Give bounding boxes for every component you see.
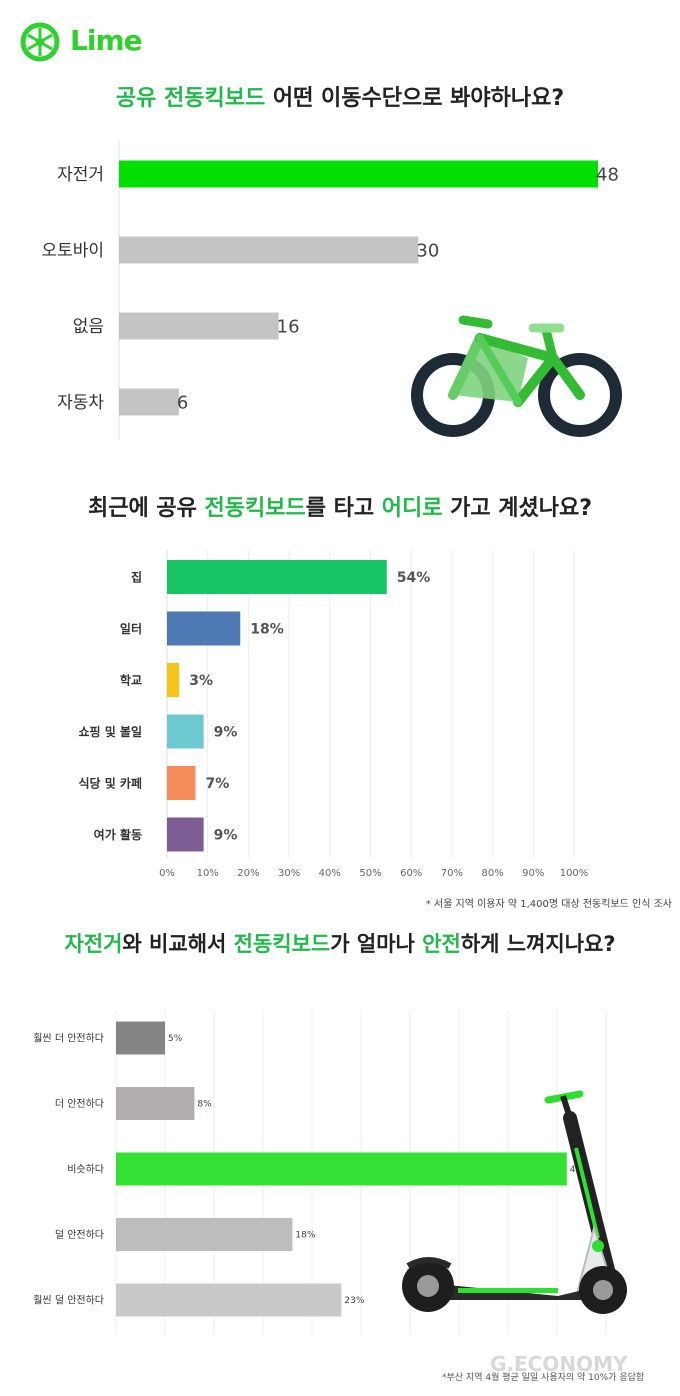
lime-logo [20, 22, 60, 62]
title-part: 어디로 [381, 496, 443, 521]
title-part: 안전 [422, 932, 461, 956]
data-label: 3% [189, 673, 213, 689]
bar [119, 312, 279, 340]
section-3-title: 자전거와 비교해서 전동킥보드가 얼마나 안전하게 느껴지나요? [0, 928, 680, 958]
bar [167, 714, 204, 749]
x-tick-label: 90% [522, 868, 544, 879]
bicycle-icon [411, 315, 622, 437]
bar [119, 236, 419, 264]
category-label: 자전거 [57, 165, 104, 185]
bar [167, 663, 180, 697]
bar [116, 1218, 293, 1251]
data-label: 18% [295, 1231, 315, 1241]
title-part: 전동킥보드 [204, 496, 306, 521]
data-label: 48 [596, 164, 619, 185]
category-label: 없음 [73, 317, 104, 337]
data-label: 30 [416, 240, 439, 261]
category-label: 일터 [120, 621, 142, 636]
title-part: 가고 계셨나요? [442, 496, 593, 521]
category-label: 여가 활동 [94, 827, 142, 842]
section-1-title: 공유 전동킥보드 어떤 이동수단으로 봐야하나요? [0, 80, 680, 112]
title-part: 공유 전동킥보드 [115, 86, 266, 111]
bar [167, 766, 196, 800]
title-part: 하게 느껴지나요? [460, 932, 616, 956]
x-tick-label: 50% [359, 868, 381, 879]
bar [119, 160, 598, 188]
bar [116, 1283, 342, 1317]
category-label: 오토바이 [41, 241, 104, 261]
bar [119, 388, 179, 416]
data-label: 5% [168, 1034, 183, 1044]
data-label: 23% [344, 1296, 364, 1306]
category-label: 훨씬 더 안전하다 [33, 1032, 104, 1045]
x-tick-label: 10% [197, 868, 219, 879]
watermark: G.ECONOMY [490, 1352, 628, 1376]
x-tick-label: 30% [278, 868, 300, 879]
title-part: 와 비교해서 [122, 932, 234, 956]
x-tick-label: 80% [481, 868, 503, 879]
lime-scooter-icon [402, 1090, 627, 1314]
section-2-title: 최근에 공유 전동킥보드를 타고 어디로 가고 계셨나요? [0, 490, 680, 522]
category-label: 자동차 [57, 393, 104, 413]
data-label: 9% [214, 725, 238, 741]
bar [116, 1021, 165, 1055]
survey-footnote: * 서울 지역 이용자 약 1,400명 대상 전동킥보드 인식 조사 [425, 899, 672, 910]
x-tick-label: 100% [560, 868, 589, 879]
title-part: 최근에 공유 [87, 496, 205, 521]
lime-wheel-icon [20, 22, 60, 62]
x-tick-label: 20% [237, 868, 259, 879]
title-part: 가 얼마나 [330, 932, 423, 956]
category-label: 쇼핑 및 볼일 [78, 724, 142, 739]
data-label: 7% [205, 776, 229, 792]
data-label: 18% [250, 622, 284, 638]
data-label: 16 [277, 316, 300, 337]
x-tick-label: 70% [441, 868, 463, 879]
x-tick-label: 60% [400, 868, 422, 879]
category-label: 학교 [120, 672, 142, 687]
bar [116, 1087, 195, 1120]
data-label: 9% [214, 828, 238, 844]
category-label: 비슷하다 [67, 1163, 104, 1176]
brand-name: Lime [70, 24, 143, 57]
title-part: 전동킥보드 [233, 932, 331, 956]
bar [167, 817, 204, 852]
x-tick-label: 0% [159, 868, 175, 879]
category-label: 훨씬 덜 안전하다 [33, 1294, 104, 1307]
bar [116, 1152, 567, 1186]
category-label: 식당 및 카페 [78, 775, 142, 790]
title-part: 자전거 [64, 932, 123, 956]
category-label: 집 [131, 569, 142, 584]
survey-footnote: *부산 지역 4월 평균 일일 사용자의 약 10%가 응답함 [442, 1373, 645, 1383]
category-label: 덜 안전하다 [55, 1228, 104, 1241]
title-part: 를 타고 [305, 496, 382, 521]
data-label: 8% [197, 1100, 212, 1110]
category-label: 더 안전하다 [55, 1097, 104, 1110]
data-label: 54% [397, 570, 431, 586]
x-tick-label: 40% [319, 868, 341, 879]
data-label: 6 [177, 392, 188, 413]
bar [167, 611, 241, 646]
title-part: 어떤 이동수단으로 봐야하나요? [265, 86, 565, 111]
bar [167, 560, 387, 594]
